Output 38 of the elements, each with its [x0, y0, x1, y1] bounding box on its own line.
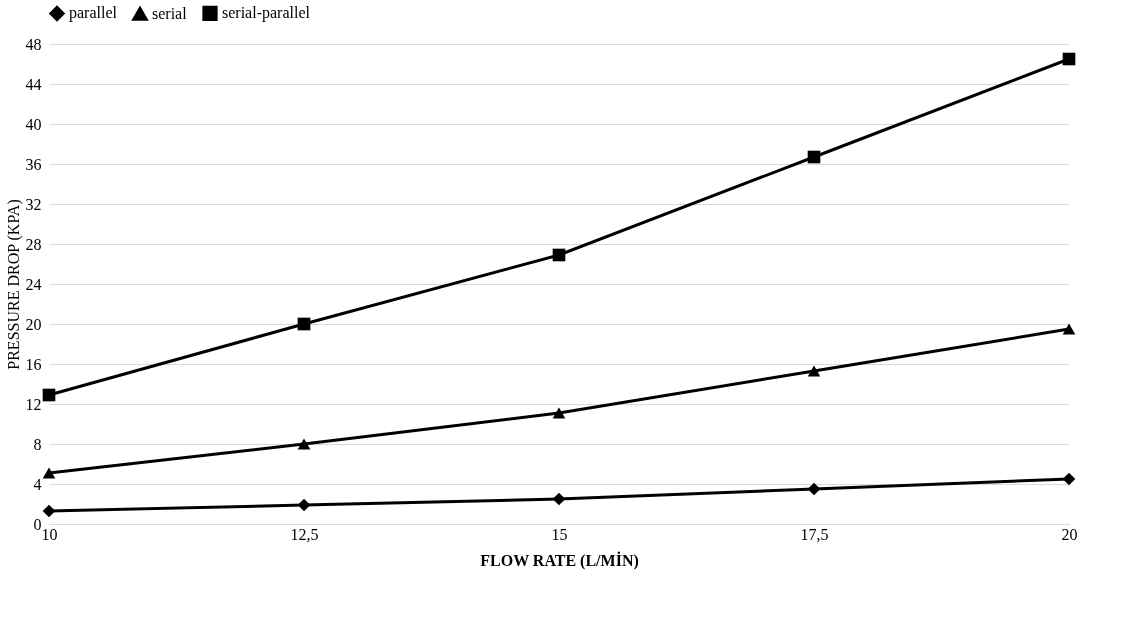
x-tick-label: 15: [551, 525, 568, 543]
point: [807, 150, 821, 164]
point: [552, 407, 566, 419]
y-tick-label: 24: [25, 275, 42, 293]
y-axis-title: PRESSURE DROP (KPA): [4, 199, 23, 370]
legend-label: parallel: [69, 4, 118, 23]
y-tick-label: 4: [33, 475, 42, 493]
y-tick-label: 28: [25, 235, 42, 253]
y-tick-label: 8: [33, 435, 42, 453]
x-tick-label: 17,5: [800, 525, 829, 543]
x-tick-label: 20: [1061, 525, 1078, 543]
point: [42, 504, 56, 518]
point: [297, 498, 311, 512]
x-axis-title: FLOW RATE (L/MİN): [480, 550, 639, 570]
legend-label: serial-parallel: [222, 4, 311, 23]
y-tick-label: 0: [33, 515, 42, 533]
y-tick-label: 32: [25, 195, 42, 213]
y-tick-label: 48: [25, 35, 42, 53]
point: [1062, 472, 1076, 486]
x-tick-label: 12,5: [290, 525, 319, 543]
y-tick-label: 16: [25, 355, 42, 373]
y-tick-label: 36: [25, 155, 42, 173]
legend-label: serial: [152, 4, 188, 22]
y-tick-label: 44: [25, 75, 42, 93]
point: [297, 438, 311, 450]
y-tick-label: 20: [25, 315, 42, 333]
point: [1062, 52, 1076, 66]
point: [807, 482, 821, 496]
point: [552, 248, 566, 262]
point: [42, 467, 56, 479]
x-tick-label: 10: [41, 525, 58, 543]
y-tick-label: 40: [25, 115, 42, 133]
point: [42, 388, 56, 402]
y-tick-label: 12: [25, 395, 42, 413]
point: [807, 365, 821, 377]
point: [1062, 323, 1076, 335]
point: [552, 492, 566, 506]
point: [297, 317, 311, 331]
